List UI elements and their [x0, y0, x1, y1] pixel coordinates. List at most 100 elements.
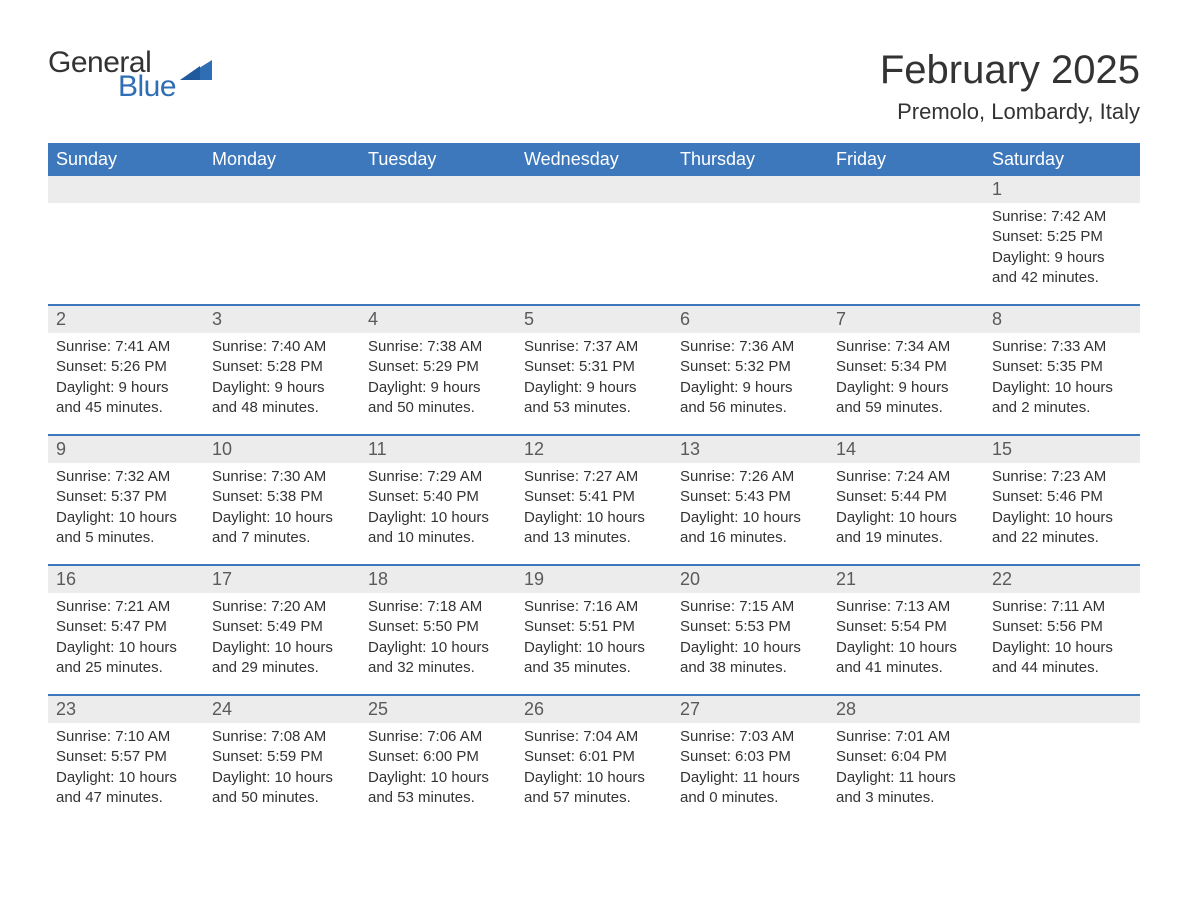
day-cell [828, 203, 984, 304]
day-sunrise: Sunrise: 7:16 AM [524, 597, 664, 617]
brand-flag-icon [180, 56, 212, 80]
day-cell [516, 203, 672, 304]
day-sunset: Sunset: 5:38 PM [212, 487, 352, 507]
day-number [48, 176, 204, 203]
day-cell: Sunrise: 7:38 AMSunset: 5:29 PMDaylight:… [360, 333, 516, 434]
week-row: 9101112131415Sunrise: 7:32 AMSunset: 5:3… [48, 434, 1140, 564]
day-daylight1: Daylight: 10 hours [212, 638, 352, 658]
day-number: 1 [984, 176, 1140, 203]
day-number: 6 [672, 306, 828, 333]
day-sunset: Sunset: 5:35 PM [992, 357, 1132, 377]
day-daylight2: and 35 minutes. [524, 658, 664, 678]
day-cell: Sunrise: 7:41 AMSunset: 5:26 PMDaylight:… [48, 333, 204, 434]
day-number: 5 [516, 306, 672, 333]
day-sunset: Sunset: 5:57 PM [56, 747, 196, 767]
day-sunset: Sunset: 5:46 PM [992, 487, 1132, 507]
day-cell [360, 203, 516, 304]
weekday-header: Wednesday [516, 143, 672, 176]
weeks-container: 1 Sunrise: 7:42 AMSunset: 5:25 PM Daylight… [48, 176, 1140, 824]
day-sunrise: Sunrise: 7:42 AM [992, 207, 1132, 227]
brand-line2: Blue [118, 72, 176, 102]
calendar-page: General Blue February 2025 Premolo, Lomb… [0, 0, 1188, 864]
day-number [204, 176, 360, 203]
day-sunrise: Sunrise: 7:15 AM [680, 597, 820, 617]
day-daylight2: and 5 minutes. [56, 528, 196, 548]
day-daylight1: Daylight: 9 hours [836, 378, 976, 398]
day-daylight1: Daylight: 10 hours [680, 638, 820, 658]
day-cell: Sunrise: 7:08 AMSunset: 5:59 PMDaylight:… [204, 723, 360, 824]
day-cell [672, 203, 828, 304]
day-daylight1: Daylight: 9 hours [524, 378, 664, 398]
day-daylight2: and 45 minutes. [56, 398, 196, 418]
day-sunrise: Sunrise: 7:27 AM [524, 467, 664, 487]
weekday-header: Sunday [48, 143, 204, 176]
day-daylight1: Daylight: 10 hours [368, 638, 508, 658]
day-number: 20 [672, 566, 828, 593]
week-row: 2345678Sunrise: 7:41 AMSunset: 5:26 PMDa… [48, 304, 1140, 434]
day-cell: Sunrise: 7:32 AMSunset: 5:37 PMDaylight:… [48, 463, 204, 564]
day-daylight1: Daylight: 10 hours [56, 768, 196, 788]
title-block: February 2025 Premolo, Lombardy, Italy [880, 48, 1140, 125]
day-daylight1: Daylight: 10 hours [992, 378, 1132, 398]
day-daylight1: Daylight: 10 hours [524, 508, 664, 528]
day-cell: Sunrise: 7:36 AMSunset: 5:32 PMDaylight:… [672, 333, 828, 434]
day-sunrise: Sunrise: 7:34 AM [836, 337, 976, 357]
day-sunset: Sunset: 5:51 PM [524, 617, 664, 637]
day-daylight1: Daylight: 10 hours [368, 768, 508, 788]
day-number: 9 [48, 436, 204, 463]
brand-logo: General Blue [48, 48, 212, 102]
day-sunset: Sunset: 6:00 PM [368, 747, 508, 767]
day-cell: Sunrise: 7:20 AMSunset: 5:49 PMDaylight:… [204, 593, 360, 694]
day-daylight2: and 44 minutes. [992, 658, 1132, 678]
day-sunset: Sunset: 5:25 PM [992, 227, 1132, 247]
day-number: 15 [984, 436, 1140, 463]
weekday-header: Monday [204, 143, 360, 176]
day-sunrise: Sunrise: 7:03 AM [680, 727, 820, 747]
day-sunset: Sunset: 5:49 PM [212, 617, 352, 637]
day-sunset: Sunset: 5:44 PM [836, 487, 976, 507]
day-number: 23 [48, 696, 204, 723]
day-cell: Sunrise: 7:33 AMSunset: 5:35 PMDaylight:… [984, 333, 1140, 434]
day-cell: Sunrise: 7:27 AMSunset: 5:41 PMDaylight:… [516, 463, 672, 564]
day-sunrise: Sunrise: 7:40 AM [212, 337, 352, 357]
day-daylight2: and 41 minutes. [836, 658, 976, 678]
day-sunset: Sunset: 5:50 PM [368, 617, 508, 637]
day-daylight2: and 38 minutes. [680, 658, 820, 678]
day-number: 28 [828, 696, 984, 723]
day-cell: Sunrise: 7:23 AMSunset: 5:46 PMDaylight:… [984, 463, 1140, 564]
day-daylight1: Daylight: 10 hours [56, 508, 196, 528]
daynum-strip: 9101112131415 [48, 436, 1140, 463]
day-sunrise: Sunrise: 7:01 AM [836, 727, 976, 747]
day-daylight1: Daylight: 10 hours [524, 638, 664, 658]
day-cell: Sunrise: 7:34 AMSunset: 5:34 PMDaylight:… [828, 333, 984, 434]
day-cell: Sunrise: 7:30 AMSunset: 5:38 PMDaylight:… [204, 463, 360, 564]
week-row: 1Sunrise: 7:42 AMSunset: 5:25 PMDaylight… [48, 176, 1140, 304]
day-number: 25 [360, 696, 516, 723]
day-daylight1: Daylight: 10 hours [836, 638, 976, 658]
day-cell: Sunrise: 7:10 AMSunset: 5:57 PMDaylight:… [48, 723, 204, 824]
day-daylight1: Daylight: 10 hours [836, 508, 976, 528]
day-number [828, 176, 984, 203]
day-sunset: Sunset: 5:59 PM [212, 747, 352, 767]
day-sunset: Sunset: 5:37 PM [56, 487, 196, 507]
day-sunset: Sunset: 6:04 PM [836, 747, 976, 767]
day-daylight2: and 0 minutes. [680, 788, 820, 808]
day-sunrise: Sunrise: 7:10 AM [56, 727, 196, 747]
day-daylight2: and 29 minutes. [212, 658, 352, 678]
day-number: 21 [828, 566, 984, 593]
day-sunset: Sunset: 5:53 PM [680, 617, 820, 637]
day-sunrise: Sunrise: 7:23 AM [992, 467, 1132, 487]
weekday-header: Tuesday [360, 143, 516, 176]
day-number: 17 [204, 566, 360, 593]
day-daylight1: Daylight: 10 hours [368, 508, 508, 528]
day-daylight2: and 32 minutes. [368, 658, 508, 678]
day-sunrise: Sunrise: 7:41 AM [56, 337, 196, 357]
day-number: 22 [984, 566, 1140, 593]
day-daylight2: and 3 minutes. [836, 788, 976, 808]
day-daylight1: Daylight: 9 hours [368, 378, 508, 398]
day-sunrise: Sunrise: 7:24 AM [836, 467, 976, 487]
daynum-strip: 1 [48, 176, 1140, 203]
day-cell: Sunrise: 7:18 AMSunset: 5:50 PMDaylight:… [360, 593, 516, 694]
day-sunset: Sunset: 6:03 PM [680, 747, 820, 767]
header: General Blue February 2025 Premolo, Lomb… [48, 48, 1140, 125]
